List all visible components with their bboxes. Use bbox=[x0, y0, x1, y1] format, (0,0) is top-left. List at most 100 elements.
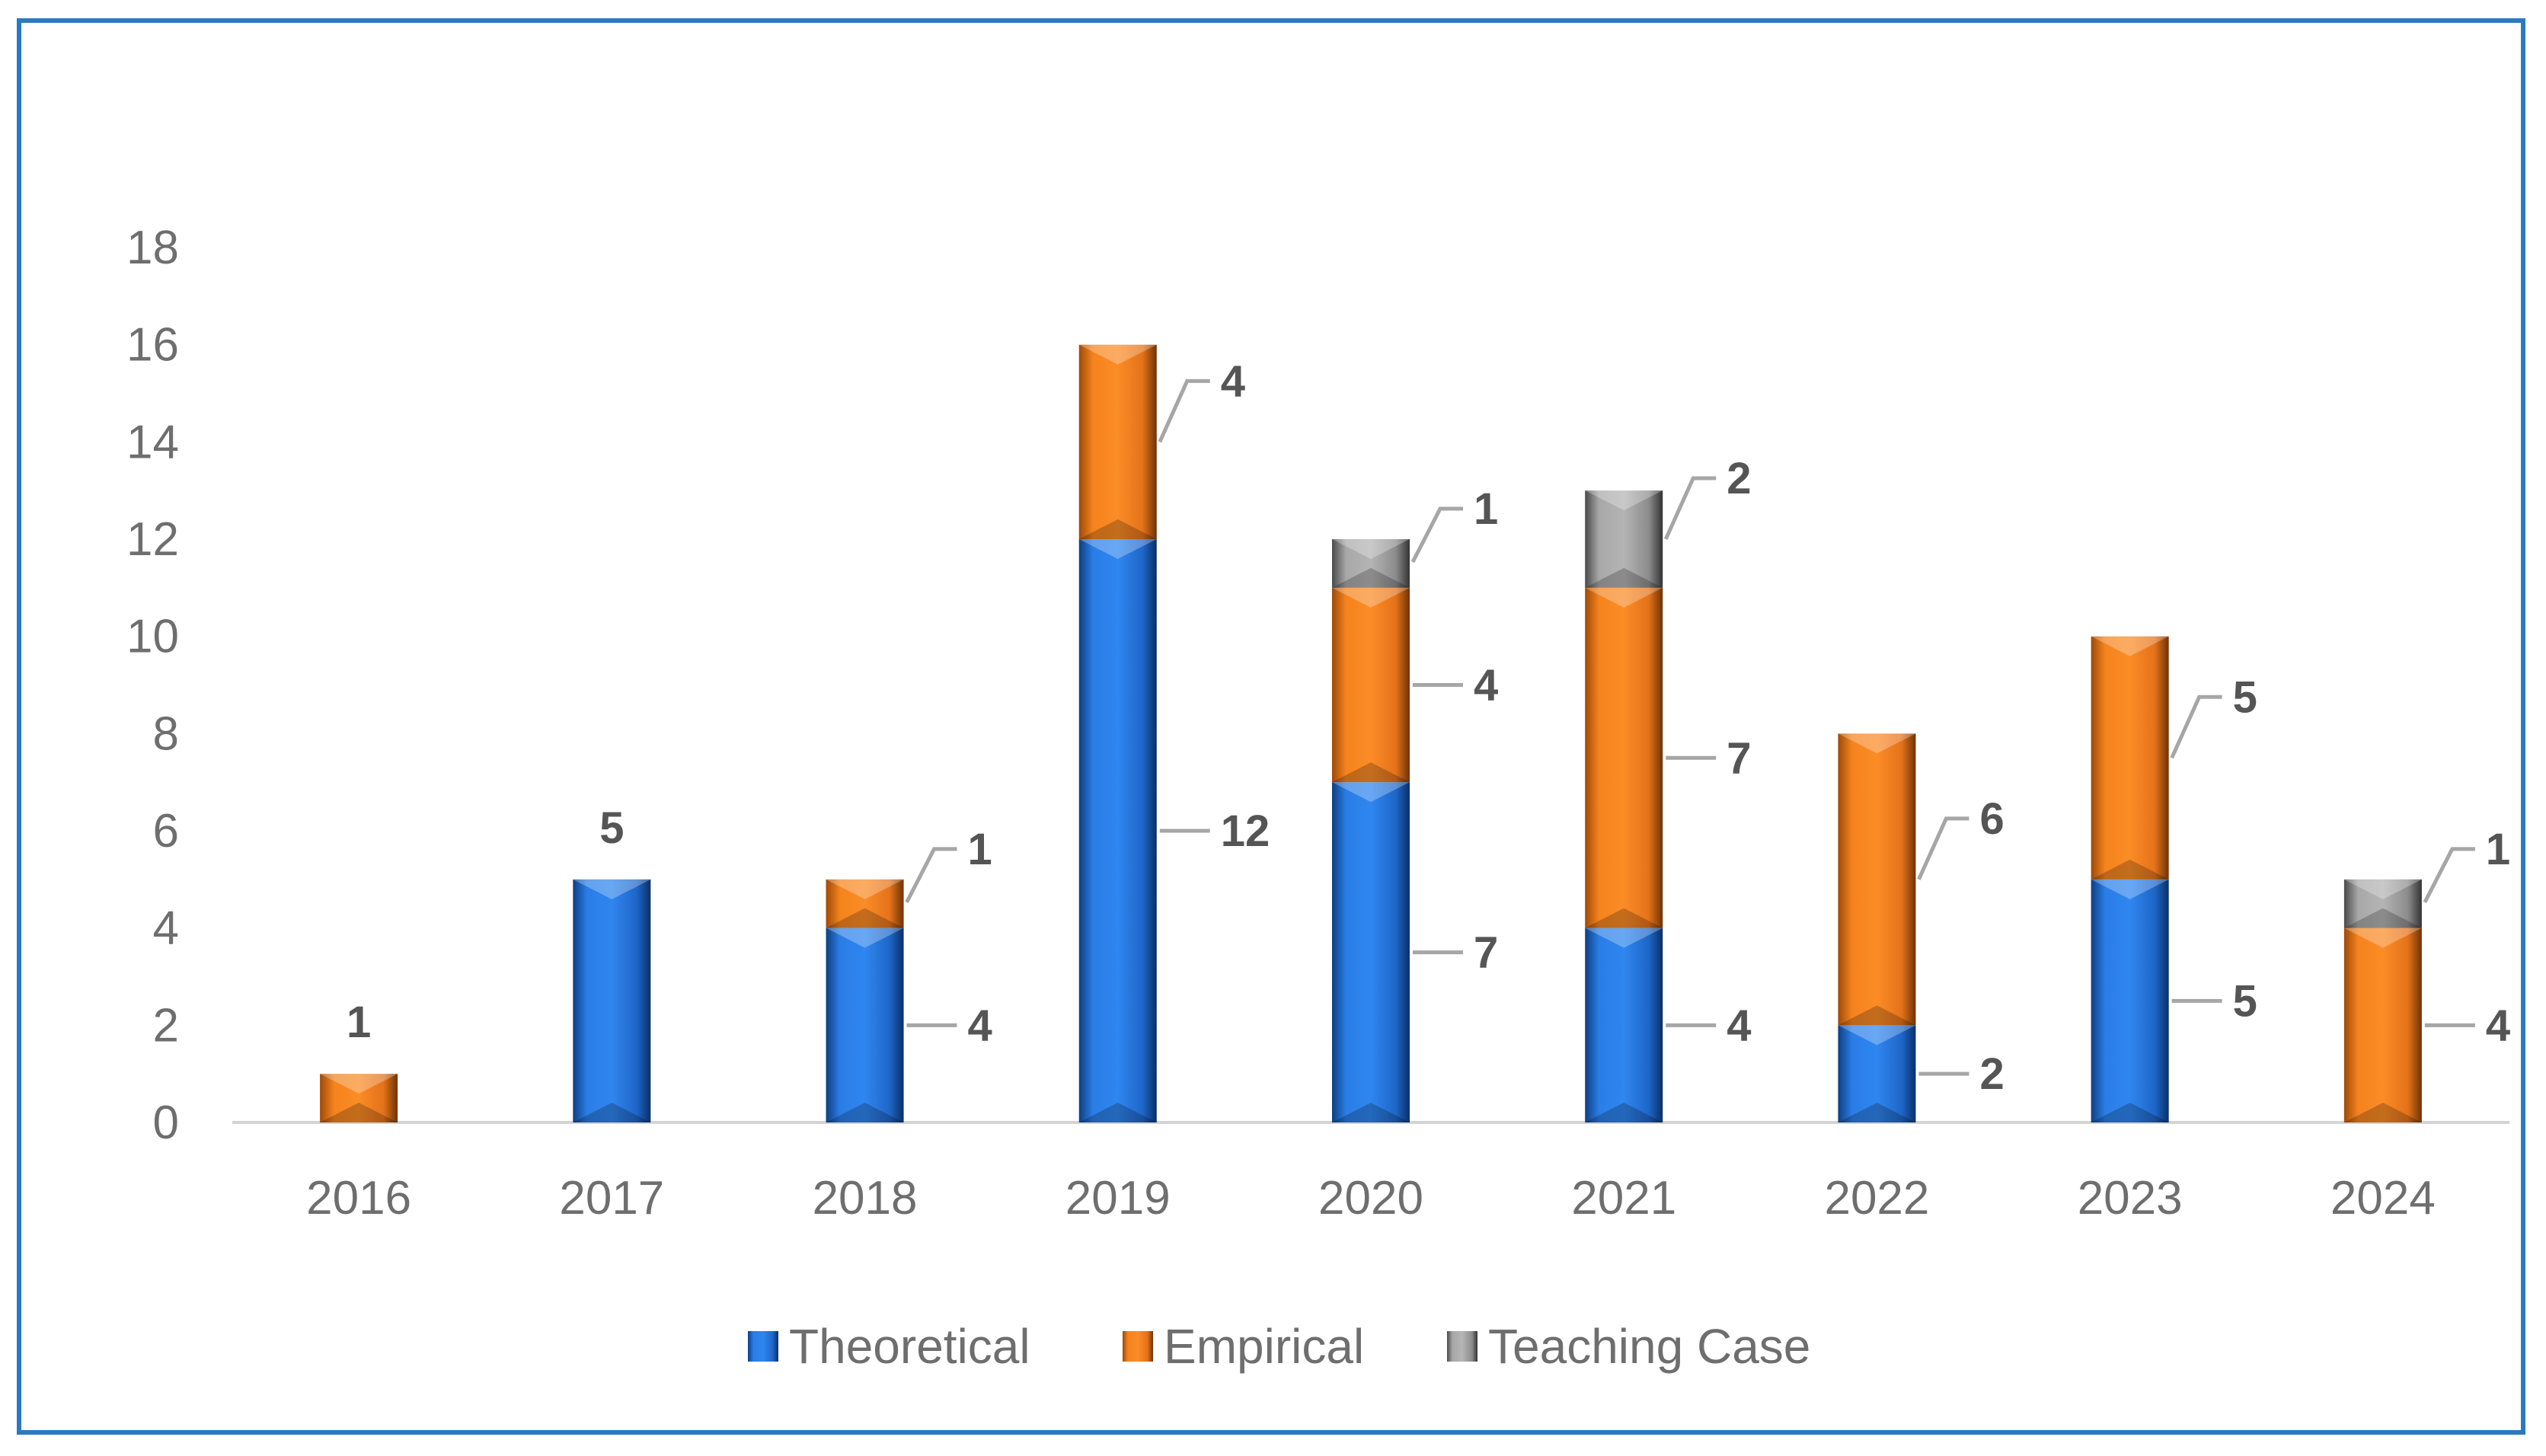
bar-bevel-top bbox=[1078, 344, 1157, 365]
bar-segment bbox=[2343, 928, 2422, 1122]
bar-fill bbox=[1585, 587, 1663, 928]
bar-fill bbox=[573, 879, 651, 1122]
bar-bevel-top bbox=[1332, 587, 1410, 608]
bar-segment bbox=[1078, 539, 1157, 1122]
bar-bevel-bottom bbox=[2091, 1103, 2169, 1122]
bar-bevel-bottom bbox=[1585, 908, 1663, 928]
y-tick-label: 0 bbox=[153, 1097, 179, 1149]
data-label: 5 bbox=[599, 803, 624, 853]
bar-fill bbox=[2091, 636, 2169, 880]
data-label: 12 bbox=[1221, 806, 1270, 856]
y-tick-label: 14 bbox=[126, 416, 179, 468]
bar-bevel-bottom bbox=[2343, 908, 2422, 928]
bar-fill bbox=[1585, 928, 1663, 1122]
x-tick-label: 2022 bbox=[1824, 1172, 1929, 1225]
data-labels: 1 5 4 1 12 4 7 4 1 4 7 2 2 6 5 5 4 1 bbox=[347, 356, 2510, 1099]
bar-segment bbox=[826, 879, 904, 928]
bar-bevel-bottom bbox=[320, 1103, 398, 1122]
bar-bevel-top bbox=[1585, 490, 1663, 511]
leader-line bbox=[905, 847, 957, 903]
y-tick-label: 16 bbox=[126, 319, 179, 372]
legend-swatch bbox=[1447, 1331, 1477, 1362]
bar-fill bbox=[1838, 1025, 1916, 1122]
bar-bevel-top bbox=[573, 879, 651, 899]
bar-bevel-bottom bbox=[1838, 1103, 1916, 1122]
legend-label: Empirical bbox=[1164, 1319, 1364, 1374]
bar-fill bbox=[1078, 539, 1157, 1122]
bar-fill bbox=[2343, 928, 2422, 1122]
data-label: 4 bbox=[968, 1001, 992, 1050]
bar-bevel-bottom bbox=[826, 908, 904, 928]
bar-bevel-bottom bbox=[1078, 519, 1157, 539]
data-label: 1 bbox=[347, 998, 371, 1047]
bar-fill bbox=[1078, 344, 1157, 539]
leader-line bbox=[1410, 506, 1463, 564]
bar-bevel-top bbox=[1078, 539, 1157, 559]
bar-segment bbox=[1585, 928, 1663, 1122]
leader-line bbox=[1917, 816, 1969, 880]
bar-bevel-top bbox=[320, 1074, 398, 1094]
bar-bevel-top bbox=[1585, 587, 1663, 608]
data-label: 4 bbox=[2486, 1001, 2510, 1050]
bar-segment bbox=[1585, 490, 1663, 588]
data-label: 5 bbox=[2233, 672, 2257, 722]
x-axis: 2016 2017 2018 2019 2020 2021 2022 2023 2024 bbox=[232, 1121, 2509, 1225]
bar-bevel-top bbox=[2091, 879, 2169, 899]
legend-item: Empirical bbox=[1123, 1319, 1364, 1374]
bar-bevel-bottom bbox=[1078, 1103, 1157, 1122]
y-tick-label: 2 bbox=[153, 999, 179, 1052]
y-tick-label: 4 bbox=[153, 902, 179, 955]
y-tick-label: 18 bbox=[126, 222, 179, 274]
data-label: 4 bbox=[1221, 356, 1245, 406]
legend-label: Teaching Case bbox=[1488, 1319, 1810, 1374]
bar-fill bbox=[1332, 587, 1410, 783]
bar-bevel-top bbox=[2343, 879, 2422, 899]
data-label: 5 bbox=[2233, 976, 2257, 1026]
bar-segment bbox=[573, 879, 651, 1122]
bar-bevel-bottom bbox=[1585, 1103, 1663, 1122]
y-tick-label: 6 bbox=[153, 805, 179, 857]
leader-line bbox=[2423, 847, 2475, 903]
legend: Theoretical Empirical Teaching Case bbox=[748, 1319, 1810, 1374]
bar-bevel-top bbox=[2091, 636, 2169, 656]
bar-segment bbox=[1332, 587, 1410, 783]
data-label: 2 bbox=[1979, 1049, 2004, 1099]
leader-line bbox=[2170, 694, 2222, 759]
bar-bevel-bottom bbox=[2343, 1103, 2422, 1122]
x-tick-label: 2019 bbox=[1065, 1172, 1171, 1225]
bar-bevel-top bbox=[1838, 1025, 1916, 1046]
bar-segment bbox=[826, 928, 904, 1122]
bar-bevel-bottom bbox=[573, 1103, 651, 1122]
bar-fill bbox=[1838, 733, 1916, 1026]
bar-bevel-top bbox=[826, 928, 904, 948]
legend-item: Teaching Case bbox=[1447, 1319, 1810, 1374]
leader-line bbox=[1158, 378, 1210, 443]
bars bbox=[320, 344, 2422, 1122]
x-tick-label: 2023 bbox=[2078, 1172, 2183, 1225]
bar-fill bbox=[826, 879, 904, 928]
data-label: 1 bbox=[968, 825, 992, 874]
data-label: 4 bbox=[1474, 661, 1498, 710]
bar-bevel-bottom bbox=[1585, 567, 1663, 588]
bar-fill bbox=[826, 928, 904, 1122]
bar-segment bbox=[1078, 344, 1157, 539]
x-tick-label: 2017 bbox=[559, 1172, 664, 1225]
bar-fill bbox=[320, 1074, 398, 1122]
legend-swatch bbox=[1123, 1331, 1153, 1362]
y-axis: 0 2 4 6 8 10 12 14 16 18 bbox=[126, 222, 179, 1149]
data-label: 6 bbox=[1979, 794, 2004, 844]
label-leader-lines bbox=[905, 378, 2475, 1076]
y-tick-label: 12 bbox=[126, 513, 179, 566]
bar-segment bbox=[1332, 782, 1410, 1122]
data-label: 1 bbox=[2486, 825, 2510, 874]
bar-bevel-top bbox=[826, 879, 904, 899]
bar-bevel-bottom bbox=[1332, 762, 1410, 783]
bar-segment bbox=[320, 1074, 398, 1122]
bar-fill bbox=[1332, 539, 1410, 588]
data-label: 7 bbox=[1474, 928, 1498, 978]
data-label: 4 bbox=[1727, 1001, 1751, 1050]
x-tick-label: 2024 bbox=[2330, 1172, 2436, 1225]
bar-fill bbox=[2091, 879, 2169, 1122]
bar-segment bbox=[2091, 636, 2169, 880]
